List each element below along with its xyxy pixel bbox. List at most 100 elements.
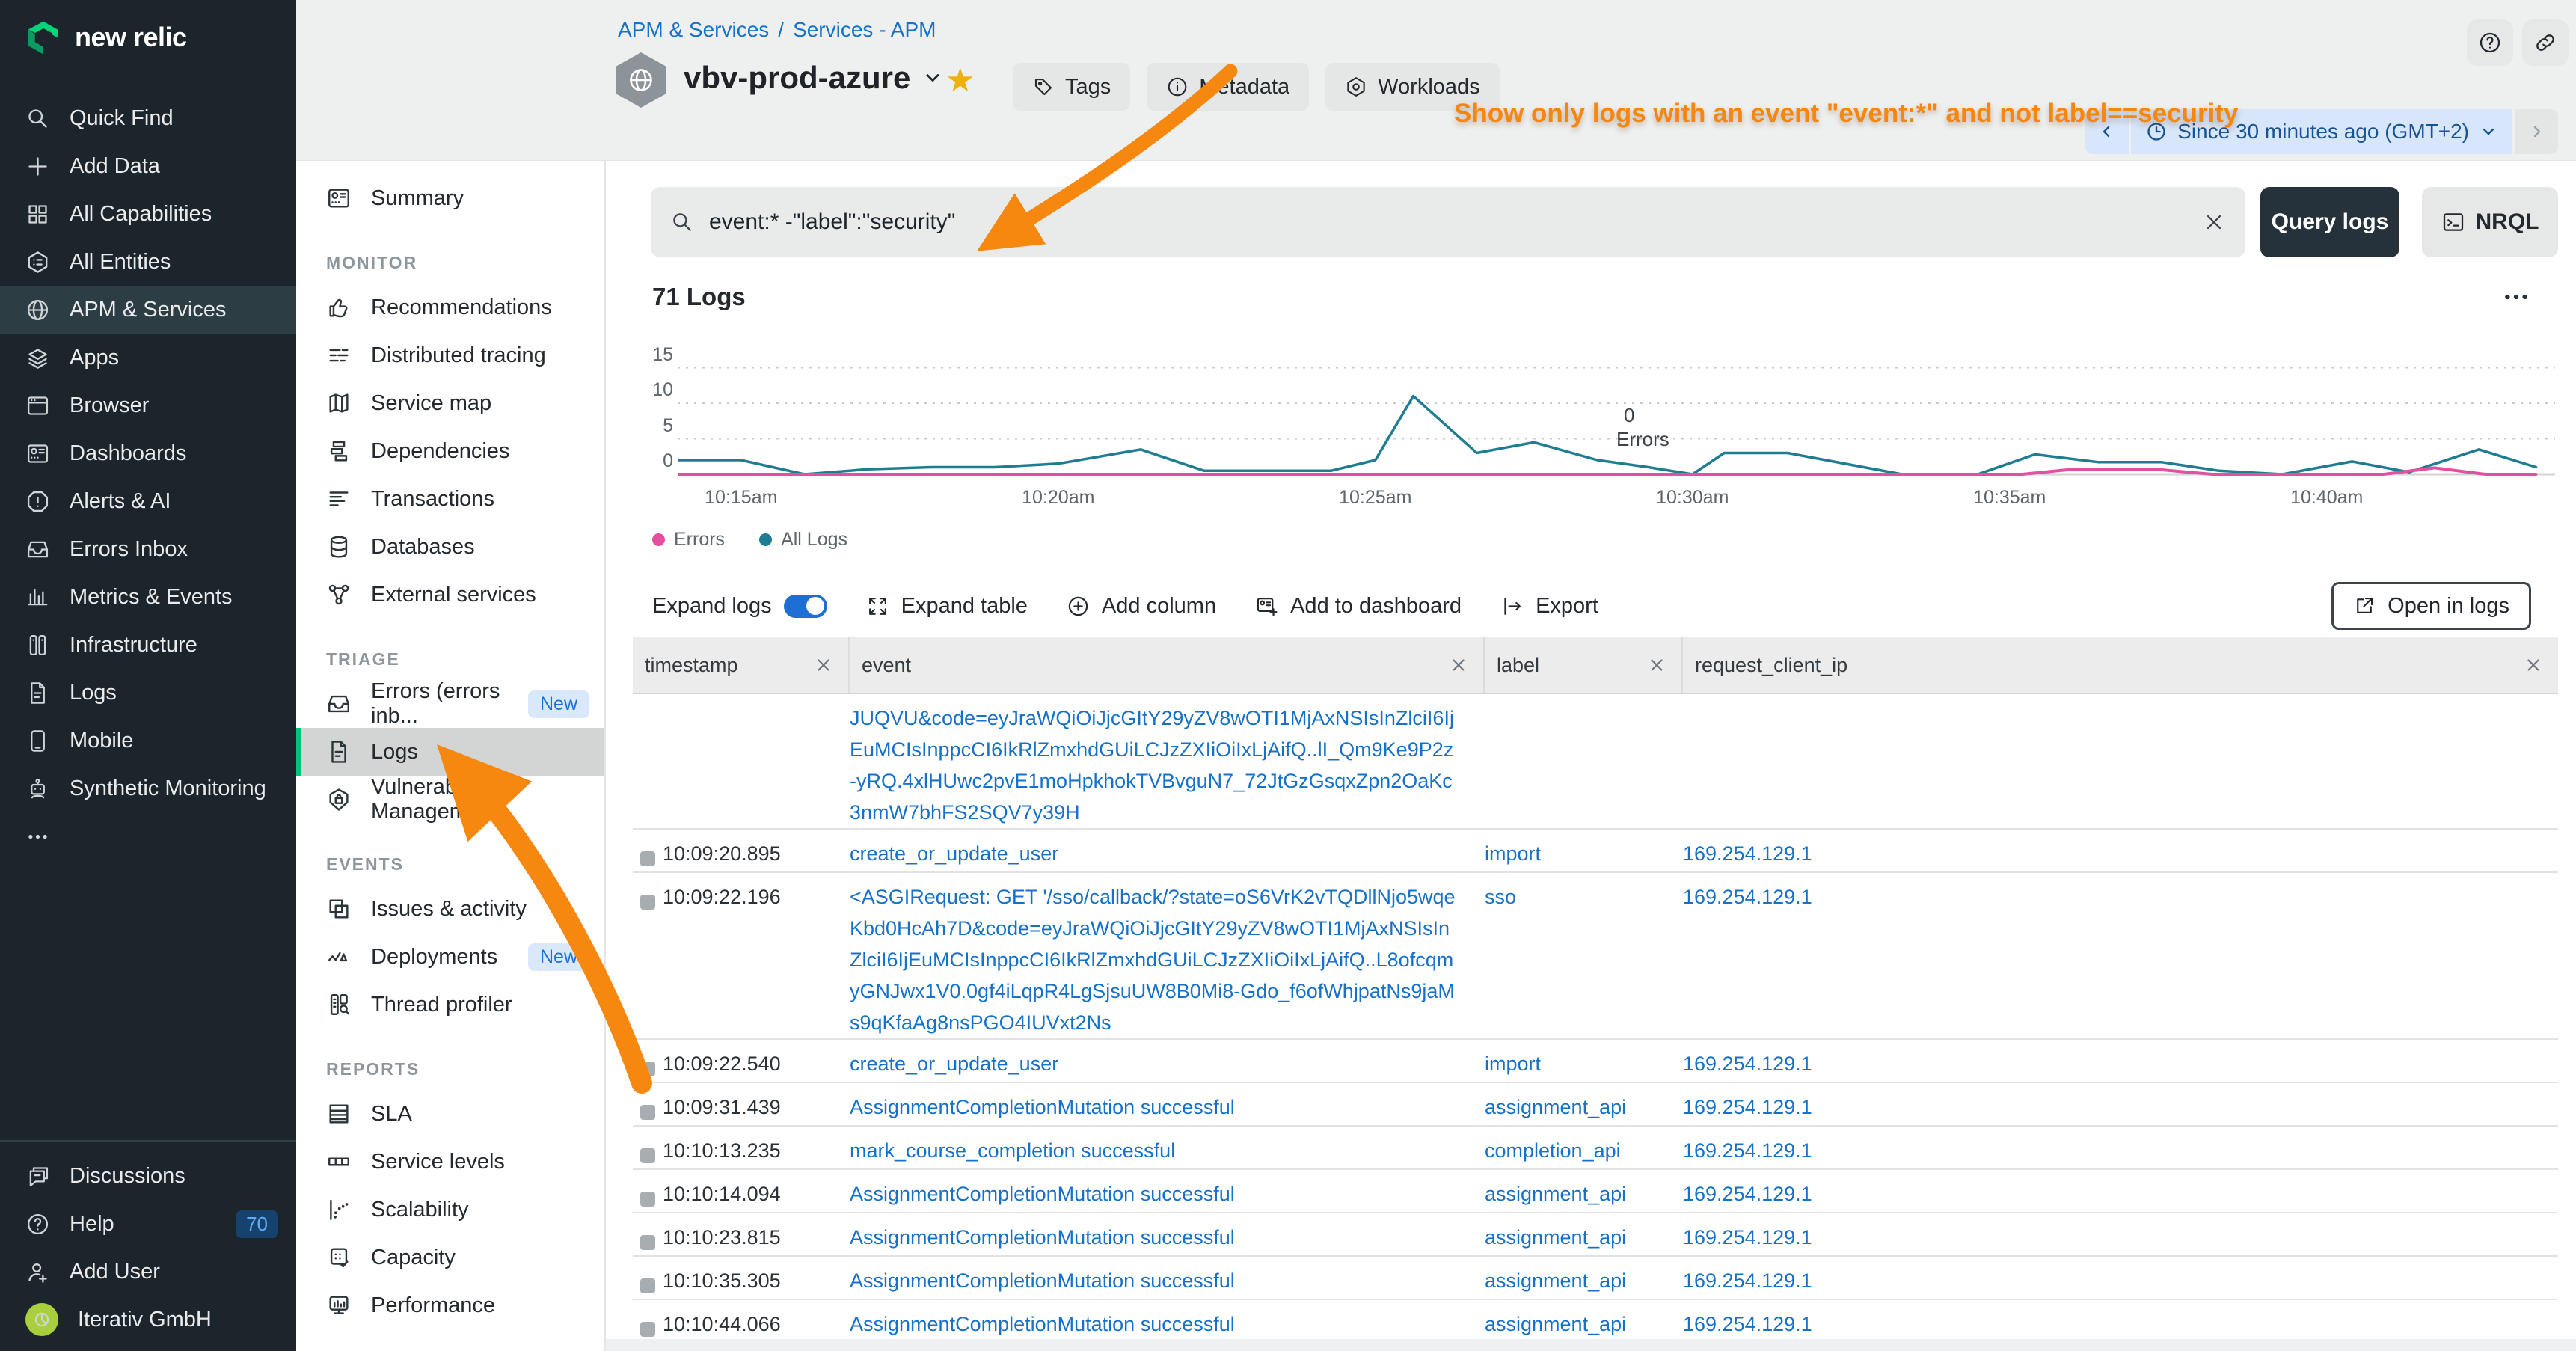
log-query-input[interactable] — [709, 209, 2187, 235]
cell-event-link[interactable]: create_or_update_user — [850, 1053, 1059, 1075]
time-picker-value[interactable]: Since 30 minutes ago (GMT+2) — [2131, 109, 2512, 154]
sidebar-item[interactable]: Synthetic Monitoring — [0, 765, 296, 812]
cell-event-link[interactable]: create_or_update_user — [850, 842, 1059, 865]
add-column-button[interactable]: Add column — [1067, 594, 1216, 619]
sidebar-footer-item[interactable]: Help 70 — [0, 1200, 296, 1248]
entity-action-button[interactable]: Workloads — [1325, 63, 1500, 111]
cell-event-link[interactable]: AssignmentCompletionMutation successful — [850, 1226, 1235, 1249]
cell-request-ip-link[interactable]: 169.254.129.1 — [1683, 1269, 1812, 1292]
table-row[interactable]: 10:10:23.815 AssignmentCompletionMutatio… — [633, 1213, 2558, 1257]
remove-column-icon[interactable] — [1647, 655, 1666, 675]
sidebar-item[interactable]: Logs — [0, 669, 296, 717]
cell-label-link[interactable]: assignment_api — [1485, 1226, 1627, 1249]
export-button[interactable]: Export — [1500, 594, 1598, 619]
cell-event-link[interactable]: <ASGIRequest: GET '/sso/callback/?state=… — [850, 886, 1456, 1034]
query-bar[interactable] — [651, 187, 2245, 257]
table-row[interactable]: 10:10:35.305 AssignmentCompletionMutatio… — [633, 1257, 2558, 1300]
cell-event-link[interactable]: AssignmentCompletionMutation successful — [850, 1096, 1235, 1118]
remove-column-icon[interactable] — [814, 655, 833, 675]
cell-request-ip-link[interactable]: 169.254.129.1 — [1683, 1183, 1812, 1205]
cell-request-ip-link[interactable]: 169.254.129.1 — [1683, 1139, 1812, 1162]
sidebar-item[interactable]: Mobile — [0, 717, 296, 765]
cell-event-link[interactable]: JUQVU&code=eyJraWQiOiJjcGItY29yZV8wOTI1M… — [850, 707, 1454, 824]
sidebar-footer-item[interactable]: Add User — [0, 1248, 296, 1296]
sidebar-item[interactable]: All Entities — [0, 238, 296, 286]
cell-request-ip-link[interactable]: 169.254.129.1 — [1683, 842, 1812, 865]
sidebar-item[interactable]: Alerts & AI — [0, 477, 296, 525]
help-button[interactable] — [2467, 19, 2513, 66]
nav-entry[interactable]: Capacity — [296, 1234, 604, 1281]
permalink-button[interactable] — [2522, 19, 2569, 66]
clear-query-icon[interactable] — [2202, 210, 2226, 234]
sidebar-item[interactable]: Errors Inbox — [0, 525, 296, 573]
cell-request-ip-link[interactable]: 169.254.129.1 — [1683, 886, 1812, 908]
entity-title-dropdown[interactable]: vbv-prod-azure — [684, 60, 943, 96]
remove-column-icon[interactable] — [1449, 655, 1468, 675]
panel-menu-icon[interactable] — [2501, 282, 2531, 312]
time-picker-next[interactable] — [2515, 109, 2558, 154]
cell-event-link[interactable]: AssignmentCompletionMutation successful — [850, 1313, 1235, 1335]
sidebar-footer-item[interactable]: Discussions — [0, 1152, 296, 1200]
nav-entry[interactable]: Performance — [296, 1281, 604, 1329]
expand-table-button[interactable]: Expand table — [866, 594, 1028, 619]
column-header[interactable]: timestamp — [633, 637, 850, 693]
nav-entry[interactable]: Distributed tracing — [296, 331, 604, 379]
nav-entry[interactable]: Logs — [296, 728, 604, 776]
sidebar-item[interactable]: Quick Find — [0, 94, 296, 142]
remove-column-icon[interactable] — [2524, 655, 2543, 675]
legend-item[interactable]: Errors — [652, 529, 725, 551]
table-row[interactable]: 10:09:22.540 create_or_update_user impor… — [633, 1040, 2558, 1083]
legend-item[interactable]: All Logs — [759, 529, 847, 551]
cell-label-link[interactable]: assignment_api — [1485, 1313, 1627, 1335]
cell-event-link[interactable]: mark_course_completion successful — [850, 1139, 1176, 1162]
cell-label-link[interactable]: assignment_api — [1485, 1269, 1627, 1292]
open-in-logs-button[interactable]: Open in logs — [2331, 582, 2531, 630]
expand-logs-toggle[interactable] — [783, 594, 827, 618]
nav-entry[interactable]: Recommendations — [296, 284, 604, 331]
nrql-button[interactable]: NRQL — [2422, 187, 2558, 257]
nav-entry[interactable]: External services — [296, 571, 604, 619]
nav-entry[interactable]: Transactions — [296, 475, 604, 523]
cell-label-link[interactable]: sso — [1485, 886, 1517, 908]
expand-logs-control[interactable]: Expand logs — [652, 594, 827, 619]
nav-entry[interactable]: Scalability — [296, 1186, 604, 1234]
sidebar-footer-item[interactable]: Iterativ GmbH — [0, 1296, 296, 1344]
table-row[interactable]: 10:10:44.066 AssignmentCompletionMutatio… — [633, 1300, 2558, 1344]
cell-request-ip-link[interactable]: 169.254.129.1 — [1683, 1053, 1812, 1075]
cell-event-link[interactable]: AssignmentCompletionMutation successful — [850, 1269, 1235, 1292]
entity-action-button[interactable]: Metadata — [1147, 63, 1310, 111]
sidebar-item[interactable]: Add Data — [0, 142, 296, 190]
new-relic-logo[interactable]: new relic — [0, 0, 296, 72]
cell-label-link[interactable]: import — [1485, 1053, 1542, 1075]
cell-request-ip-link[interactable]: 169.254.129.1 — [1683, 1096, 1812, 1118]
column-header[interactable]: request_client_ip — [1683, 637, 2558, 693]
nav-entry[interactable]: Deployments New — [296, 933, 604, 981]
nav-entry[interactable]: Vulnerability Management — [296, 775, 604, 824]
column-header[interactable]: label — [1485, 637, 1683, 693]
cell-request-ip-link[interactable]: 169.254.129.1 — [1683, 1313, 1812, 1335]
add-to-dashboard-button[interactable]: Add to dashboard — [1255, 594, 1462, 619]
nav-entry[interactable]: Summary — [296, 174, 604, 222]
cell-label-link[interactable]: import — [1485, 842, 1542, 865]
nav-entry[interactable]: Errors (errors inb... New — [296, 679, 604, 728]
time-picker-prev[interactable] — [2085, 109, 2129, 154]
nav-entry[interactable]: Service levels — [296, 1138, 604, 1186]
breadcrumb-link-services[interactable]: Services - APM — [793, 18, 936, 41]
table-row[interactable]: 10:09:20.895 create_or_update_user impor… — [633, 830, 2558, 873]
table-row[interactable]: 10:09:22.196 <ASGIRequest: GET '/sso/cal… — [633, 873, 2558, 1040]
column-header[interactable]: event — [850, 637, 1485, 693]
entity-action-button[interactable]: Tags — [1013, 63, 1131, 111]
nav-entry[interactable]: SLA — [296, 1090, 604, 1138]
sidebar-item[interactable]: Dashboards — [0, 429, 296, 477]
nav-entry[interactable]: Issues & activity — [296, 885, 604, 933]
table-row[interactable]: 10:10:14.094 AssignmentCompletionMutatio… — [633, 1170, 2558, 1213]
nav-entry[interactable]: Thread profiler — [296, 981, 604, 1029]
cell-label-link[interactable]: completion_api — [1485, 1139, 1621, 1162]
table-row[interactable]: 10:10:13.235 mark_course_completion succ… — [633, 1127, 2558, 1170]
nav-entry[interactable]: Service map — [296, 379, 604, 427]
favorite-star-icon[interactable]: ★ — [945, 62, 975, 99]
sidebar-item[interactable] — [0, 812, 296, 860]
cell-label-link[interactable]: assignment_api — [1485, 1096, 1627, 1118]
cell-request-ip-link[interactable]: 169.254.129.1 — [1683, 1226, 1812, 1249]
nav-entry[interactable]: Databases — [296, 523, 604, 571]
